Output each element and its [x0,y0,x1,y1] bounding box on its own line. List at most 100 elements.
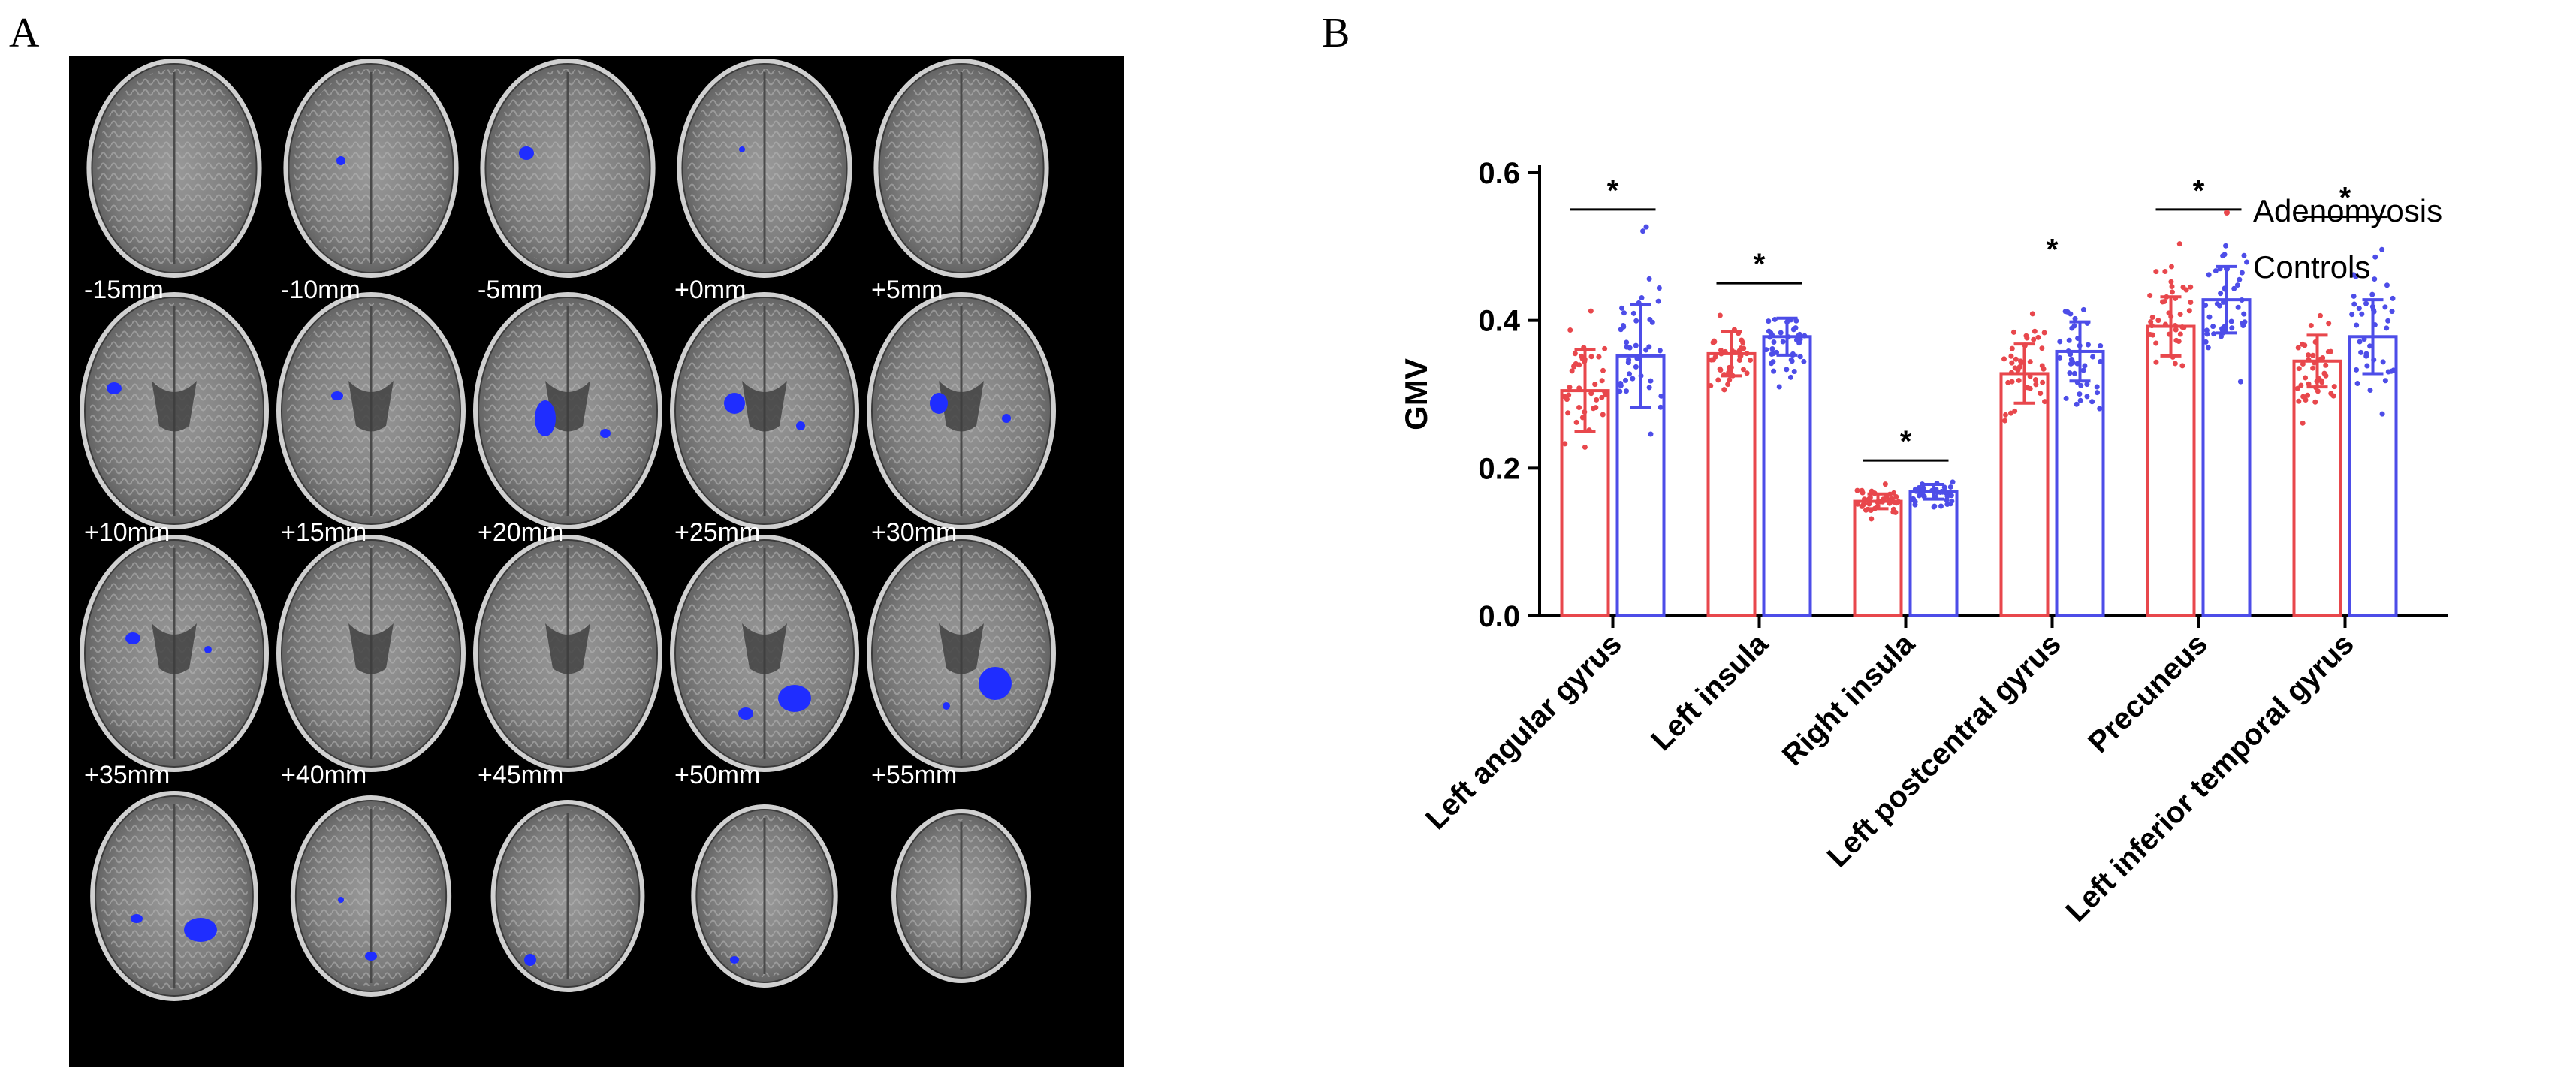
data-point [2351,293,2357,299]
data-point [2176,241,2182,247]
data-point [2023,333,2029,339]
data-point [2361,336,2367,342]
data-point [2008,353,2014,359]
data-point [1893,494,1899,500]
data-point [1636,300,1642,306]
data-point [2358,349,2364,355]
data-point [1912,502,1918,508]
data-point [2205,345,2211,351]
data-point [2062,309,2068,315]
data-point [1763,347,1769,353]
data-point [1769,351,1775,358]
data-point [2239,297,2245,303]
data-point [1854,487,1860,493]
data-point [2239,270,2245,276]
data-point [1617,388,1623,394]
data-point [2032,377,2038,383]
data-point [2042,399,2048,405]
data-point [1658,393,1664,399]
data-point [1599,394,1605,400]
data-point [2380,359,2386,365]
data-point [2005,379,2011,385]
data-point [1579,356,1585,362]
data-point [2066,337,2072,343]
data-point [1633,342,1639,348]
data-point [1880,499,1886,505]
data-point [2038,391,2044,397]
data-point [1866,501,1872,507]
data-point [2147,293,2153,299]
data-point [2035,334,2041,340]
data-point [1736,330,1742,336]
data-point [2203,327,2210,333]
data-point [2298,382,2304,388]
data-point [1721,372,1727,378]
y-axis-title: GMV [1398,358,1434,430]
data-point [2371,357,2377,363]
legend-marker [2224,266,2230,272]
cluster-blob [125,632,140,644]
data-point [2240,323,2246,329]
data-point [2306,381,2312,387]
data-point [2367,343,2373,349]
data-point [2166,331,2172,337]
data-point [1744,351,1750,357]
data-point [2153,269,2159,275]
brain-slice-grid: -40mm -35mm -30mm -25mm -20mm -15mm -10mm -5mm +… [80,56,1056,1001]
data-point [2077,397,2083,403]
data-point [1932,503,1938,509]
data-point [2084,394,2090,400]
data-point [1725,382,1731,388]
data-point [2098,343,2104,349]
data-point [1912,486,1918,492]
slice-label: -35mm [281,56,360,62]
data-point [2085,342,2091,348]
data-point [2077,342,2083,348]
brain-slice: +10mm [80,518,269,772]
data-point [1744,370,1750,376]
data-point [1647,317,1653,323]
category-label: Left insula [1645,627,1775,757]
gmv-bar-chart: 0.0 0.2 0.4 0.6 GMV * Left angular gyrus * Left … [1398,157,2448,928]
data-point [1863,507,1869,513]
slice-label: +25mm [674,518,760,547]
significance-star: * [2193,174,2205,207]
cluster-blob [336,156,345,165]
data-point [1721,387,1727,393]
data-point [2241,311,2247,317]
brain-slice: +45mm [478,761,645,992]
data-point [1787,374,1793,380]
slice-label: +5mm [871,276,943,304]
data-point [1929,487,1935,493]
data-point [2082,363,2088,369]
data-point [1627,345,1633,351]
data-point [2162,321,2168,327]
data-point [1658,404,1664,410]
data-point [1891,499,1897,505]
data-point [2203,303,2209,309]
data-point [1582,444,1588,450]
data-point [2078,382,2084,388]
data-point [1890,509,1896,515]
data-point [1937,489,1943,495]
data-point [2032,328,2038,334]
cluster-blob [724,393,745,414]
data-point [1596,354,1602,360]
slice-label: +55mm [871,761,957,789]
data-point [2314,379,2320,385]
data-point [1562,441,1568,447]
cluster-blob [204,646,212,653]
data-point [2071,323,2077,329]
data-point [2027,385,2033,391]
data-point [1769,332,1775,338]
data-point [1626,357,1632,363]
bar [1908,490,1959,617]
data-point [2039,345,2045,351]
data-point [2041,330,2047,336]
data-point [2220,299,2226,305]
brain-slice: -35mm [281,56,459,278]
data-point [1586,427,1592,433]
data-point [2074,379,2080,385]
slice-label: -20mm [871,56,951,62]
data-point [1569,368,1575,374]
